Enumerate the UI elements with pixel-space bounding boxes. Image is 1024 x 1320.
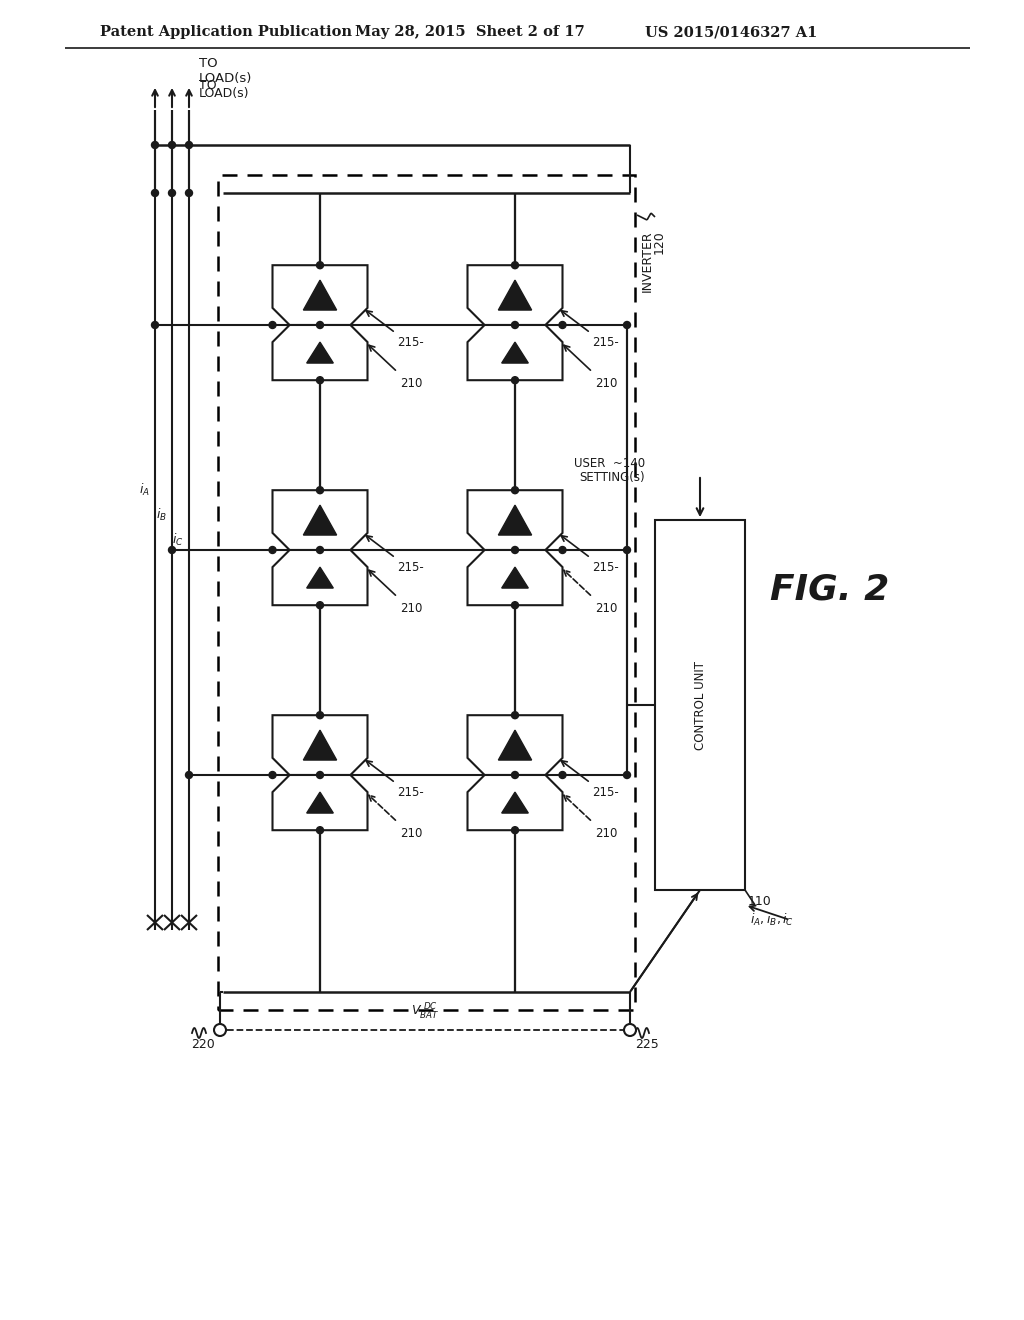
Circle shape xyxy=(512,261,518,269)
Polygon shape xyxy=(307,342,333,363)
Circle shape xyxy=(559,322,566,329)
Circle shape xyxy=(169,141,175,149)
Polygon shape xyxy=(307,568,333,589)
Circle shape xyxy=(152,141,159,149)
Text: 215-: 215- xyxy=(593,335,620,348)
Circle shape xyxy=(624,1024,636,1036)
Polygon shape xyxy=(502,568,528,589)
Polygon shape xyxy=(468,550,562,605)
Text: CONTROL UNIT: CONTROL UNIT xyxy=(693,660,707,750)
Circle shape xyxy=(152,322,159,329)
Circle shape xyxy=(169,546,175,553)
Text: LOAD(s): LOAD(s) xyxy=(199,87,250,100)
Text: $V_{BAT}^{\ DC}$: $V_{BAT}^{\ DC}$ xyxy=(411,1002,439,1022)
Polygon shape xyxy=(468,265,562,325)
Text: 215-: 215- xyxy=(593,785,620,799)
Text: 210: 210 xyxy=(400,828,423,840)
Polygon shape xyxy=(468,715,562,775)
Text: TO
LOAD(s): TO LOAD(s) xyxy=(199,57,252,84)
Circle shape xyxy=(185,771,193,779)
Text: 120: 120 xyxy=(653,230,666,253)
Text: 215-: 215- xyxy=(397,561,424,574)
Text: May 28, 2015  Sheet 2 of 17: May 28, 2015 Sheet 2 of 17 xyxy=(355,25,585,40)
Polygon shape xyxy=(272,775,368,830)
Circle shape xyxy=(512,487,518,494)
Circle shape xyxy=(316,322,324,329)
Polygon shape xyxy=(468,775,562,830)
Polygon shape xyxy=(307,792,333,813)
Polygon shape xyxy=(303,730,337,760)
Polygon shape xyxy=(468,325,562,380)
Polygon shape xyxy=(502,792,528,813)
Text: 225: 225 xyxy=(635,1038,658,1051)
Circle shape xyxy=(152,190,159,197)
Text: $i_{A}$: $i_{A}$ xyxy=(139,482,150,498)
Polygon shape xyxy=(499,730,531,760)
Polygon shape xyxy=(272,550,368,605)
Polygon shape xyxy=(272,265,368,325)
Circle shape xyxy=(316,711,324,718)
Text: 215-: 215- xyxy=(397,335,424,348)
Text: $i_{B}$: $i_{B}$ xyxy=(156,507,167,523)
Circle shape xyxy=(185,141,193,149)
Polygon shape xyxy=(499,280,531,310)
Polygon shape xyxy=(272,325,368,380)
Text: FIG. 2: FIG. 2 xyxy=(770,573,889,607)
Circle shape xyxy=(512,546,518,553)
Polygon shape xyxy=(303,280,337,310)
Circle shape xyxy=(169,190,175,197)
Circle shape xyxy=(624,322,631,329)
Text: 210: 210 xyxy=(400,602,423,615)
Circle shape xyxy=(512,771,518,779)
Circle shape xyxy=(559,546,566,553)
Circle shape xyxy=(316,771,324,779)
Text: INVERTER: INVERTER xyxy=(641,230,654,292)
Text: $i_{C}$: $i_{C}$ xyxy=(172,532,184,548)
Polygon shape xyxy=(272,715,368,775)
Circle shape xyxy=(316,602,324,609)
Circle shape xyxy=(316,546,324,553)
Polygon shape xyxy=(272,490,368,550)
Circle shape xyxy=(316,261,324,269)
Text: TO: TO xyxy=(199,79,217,92)
Circle shape xyxy=(512,602,518,609)
Text: 210: 210 xyxy=(596,828,617,840)
Text: 210: 210 xyxy=(596,602,617,615)
Circle shape xyxy=(512,376,518,384)
Polygon shape xyxy=(499,506,531,535)
Polygon shape xyxy=(468,490,562,550)
Bar xyxy=(655,520,745,890)
Circle shape xyxy=(316,826,324,834)
Circle shape xyxy=(512,826,518,834)
Polygon shape xyxy=(303,506,337,535)
Text: 110: 110 xyxy=(748,895,772,908)
Circle shape xyxy=(185,190,193,197)
Circle shape xyxy=(269,546,276,553)
Text: US 2015/0146327 A1: US 2015/0146327 A1 xyxy=(645,25,817,40)
Circle shape xyxy=(269,771,276,779)
Circle shape xyxy=(512,711,518,718)
Circle shape xyxy=(512,322,518,329)
Text: SETTING(s): SETTING(s) xyxy=(580,471,645,484)
Text: Patent Application Publication: Patent Application Publication xyxy=(100,25,352,40)
Text: $i_A, i_B, i_C$: $i_A, i_B, i_C$ xyxy=(750,912,794,928)
Circle shape xyxy=(624,771,631,779)
Circle shape xyxy=(559,771,566,779)
Circle shape xyxy=(624,546,631,553)
Circle shape xyxy=(269,322,276,329)
Circle shape xyxy=(316,376,324,384)
Polygon shape xyxy=(502,342,528,363)
Circle shape xyxy=(316,487,324,494)
Bar xyxy=(218,176,635,1010)
Text: 215-: 215- xyxy=(397,785,424,799)
Text: USER  ~140: USER ~140 xyxy=(573,457,645,470)
Text: 215-: 215- xyxy=(593,561,620,574)
Text: 210: 210 xyxy=(400,378,423,391)
Text: 220: 220 xyxy=(191,1038,215,1051)
Circle shape xyxy=(214,1024,226,1036)
Text: 210: 210 xyxy=(596,378,617,391)
